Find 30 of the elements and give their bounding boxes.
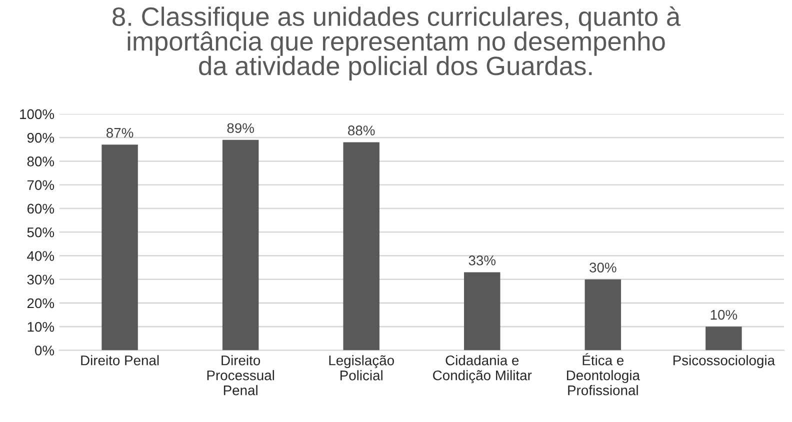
bar	[343, 142, 380, 350]
bar	[102, 144, 138, 350]
y-tick-label: 30%	[27, 274, 54, 285]
bar	[222, 140, 259, 350]
data-label: 89%	[227, 123, 254, 134]
y-tick-label: 10%	[28, 322, 54, 332]
x-tick-label: Cidadania e Condição Militar	[433, 355, 532, 384]
y-tick-label: 100%	[20, 109, 54, 120]
x-tick-label: Ética e Deontologia Profissional	[566, 353, 640, 396]
y-tick-label: 40%	[27, 251, 54, 261]
data-label: 87%	[106, 128, 134, 138]
y-tick-label: 50%	[27, 227, 54, 238]
data-label: 88%	[348, 126, 375, 136]
x-tick-label: Direito Penal	[81, 355, 159, 366]
y-tick-label: 60%	[27, 204, 54, 214]
bar	[584, 279, 622, 350]
chart-title: 8. Classifique as unidades curriculares, quanto à importância que representam no desempenho da atividade policial dos Guardas.	[112, 6, 681, 81]
x-tick-label: Legislação Policial	[329, 355, 394, 380]
bar	[464, 272, 500, 350]
x-tick-label: Psicossociologia	[673, 355, 776, 368]
y-tick-label: 20%	[27, 298, 54, 308]
bar	[706, 326, 742, 350]
y-tick-label: 90%	[27, 132, 54, 143]
data-label: 30%	[590, 262, 616, 272]
y-tick-label: 80%	[27, 156, 54, 166]
data-label: 33%	[468, 256, 496, 266]
x-tick-label: Direito Processual Penal	[207, 355, 274, 396]
y-tick-label: 70%	[27, 180, 54, 190]
data-label: 10%	[710, 310, 738, 320]
y-tick-label: 0%	[35, 346, 54, 356]
